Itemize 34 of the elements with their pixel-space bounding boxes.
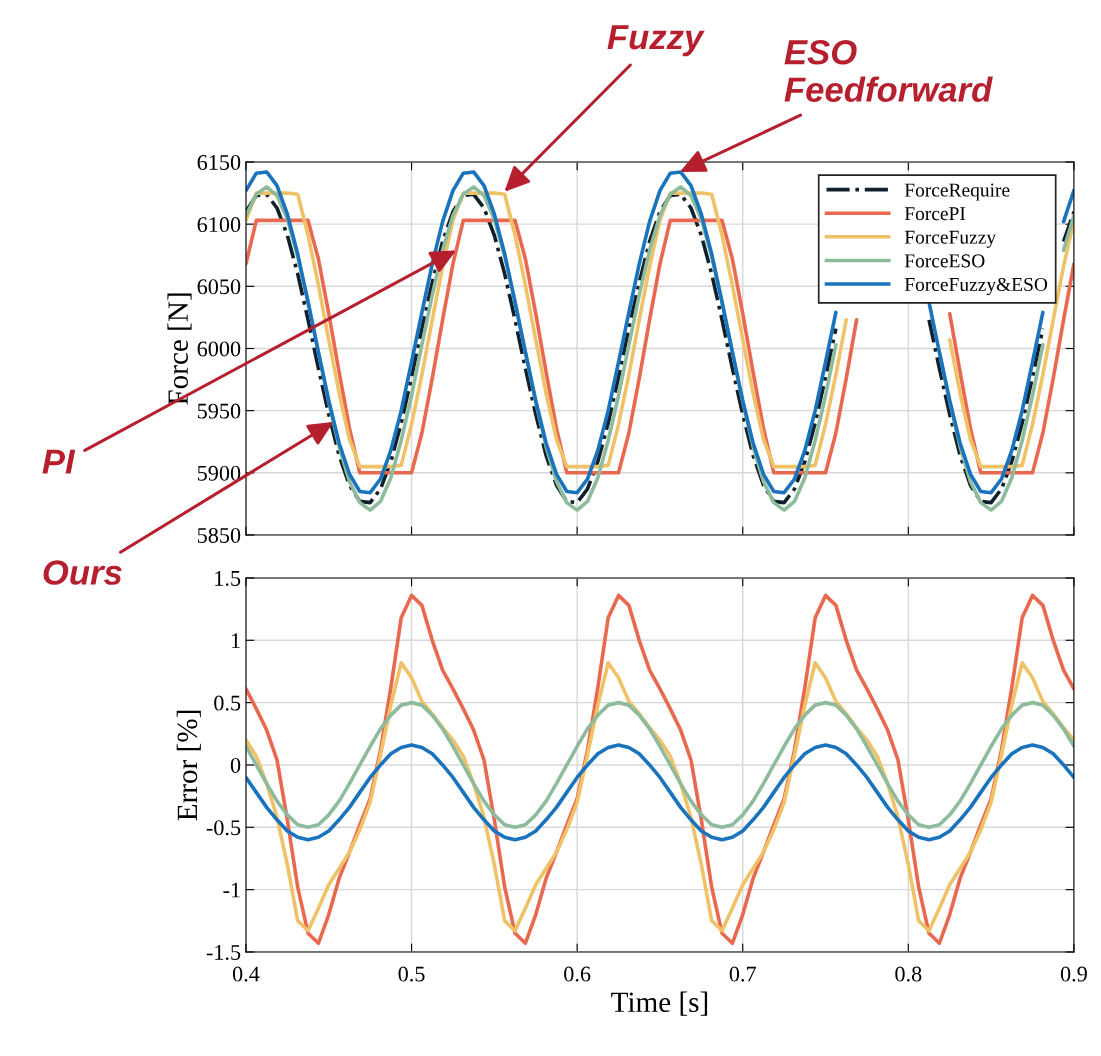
y-tick-label: 1 [231,633,240,648]
y-tick-label: 6100 [197,217,241,233]
y-tick-label: 6050 [197,279,241,295]
legend-label: ForceFuzzy&ESO [904,277,1048,296]
x-tick-label: 0.5 [398,966,425,982]
y-tick-label: -0.5 [206,820,241,836]
y-tick-label: 5850 [197,527,241,543]
y-tick-label: -1 [223,882,240,898]
line-series [245,743,1074,842]
legend-label: ForcePI [904,207,966,221]
annotation: PI [42,449,76,474]
y-axis-title: Force [N] [167,293,192,405]
y-tick-label: 0.5 [214,695,241,711]
annotation: ESO Feedforward [784,39,993,102]
line-series [245,700,1074,830]
annotation: Fuzzy [607,25,705,57]
annotation: Ours [43,560,122,585]
x-tick-label: 0.8 [895,966,922,982]
y-tick-label: 6150 [197,154,241,170]
legend-label: ForceFuzzy [904,230,996,248]
y-tick-label: -1.5 [206,945,241,961]
y-axis-title: Error [%] [176,710,201,821]
y-tick-label: 1.5 [215,570,241,586]
x-axis-title: Time [s] [611,991,708,1016]
y-tick-label: 5950 [197,403,241,419]
x-tick-label: 0.7 [729,966,756,982]
legend-label: ForceESO [904,254,985,268]
y-tick-label: 5900 [197,465,241,481]
y-tick-label: 0 [230,757,241,773]
y-tick-label: 6000 [197,341,241,357]
x-tick-label: 0.9 [1060,966,1087,982]
x-tick-label: 0.4 [232,966,260,982]
legend-label: ForceRequire [904,183,1010,201]
x-tick-label: 0.6 [564,966,591,982]
